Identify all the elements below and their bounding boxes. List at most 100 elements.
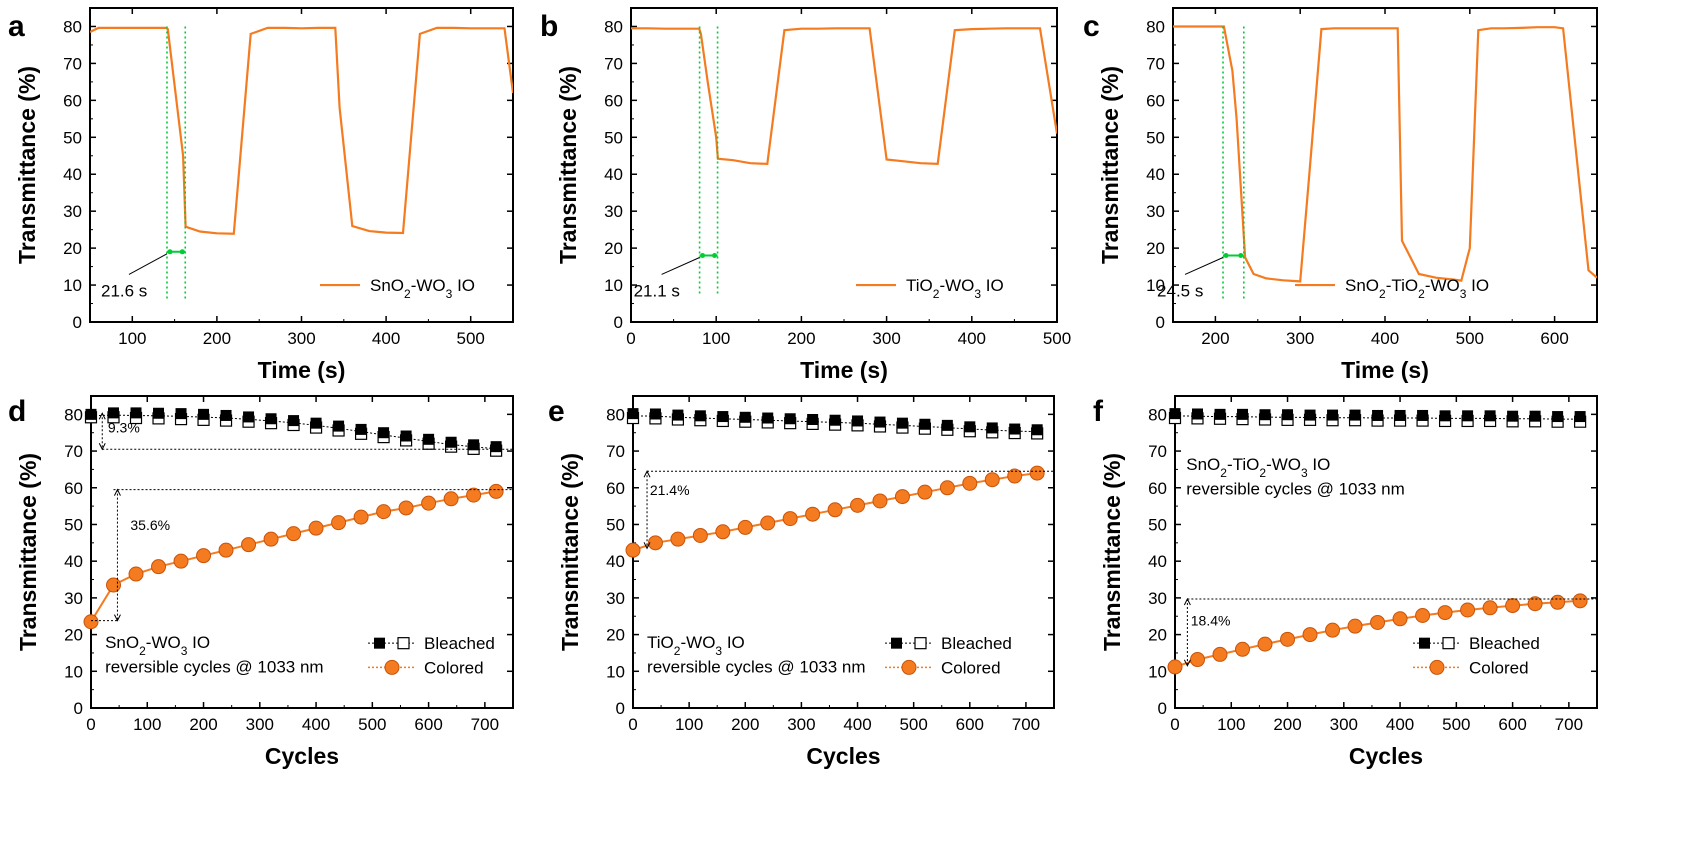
bleached-filled-marker [1484, 410, 1496, 422]
y-axis-label: Transmittance (%) [1097, 66, 1123, 264]
bleached-filled-marker [400, 430, 412, 442]
x-tick-label: 600 [956, 715, 984, 734]
colored-marker [286, 526, 302, 542]
bleached-filled-marker [220, 409, 232, 421]
y-tick-label: 50 [63, 128, 82, 147]
legend-colored-marker [384, 659, 400, 675]
x-tick-label: 200 [1273, 715, 1301, 734]
y-tick-label: 60 [606, 479, 625, 498]
panel-letter-d: d [8, 395, 26, 428]
y-tick-label: 10 [1148, 662, 1167, 681]
y-tick-label: 30 [64, 589, 83, 608]
annotation-label: 21.6 s [101, 281, 147, 300]
legend-colored-marker [1429, 659, 1445, 675]
colored-marker [827, 502, 843, 518]
marker-dot [1238, 253, 1244, 259]
y-tick-label: 50 [1146, 128, 1165, 147]
y-tick-label: 70 [1146, 54, 1165, 73]
x-tick-label: 500 [1442, 715, 1470, 734]
legend-bleached-open [397, 637, 410, 650]
bleached-filled-marker [378, 427, 390, 439]
series-line [90, 26, 513, 235]
colored-marker [331, 515, 347, 531]
bleached-filled-marker [1507, 410, 1519, 422]
colored-marker [939, 480, 955, 496]
bleached-filled-marker [130, 407, 142, 419]
marker-dot [1223, 253, 1229, 259]
colored-marker [962, 475, 978, 491]
y-tick-label: 70 [63, 54, 82, 73]
condition-label: reversible cycles @ 1033 nm [105, 657, 324, 676]
y-axis-label: Transmittance (%) [555, 66, 581, 264]
panel-d: d 0 10 20 30 40 50 60 70 80 0 100 200 300 400 500 600 700… [8, 395, 514, 769]
bleached-filled-marker [175, 408, 187, 420]
colored-marker [106, 577, 122, 593]
arrowhead [643, 470, 651, 478]
colored-marker [917, 484, 933, 500]
y-tick-label: 40 [1148, 552, 1167, 571]
y-tick-label: 50 [64, 515, 83, 534]
colored-marker [1527, 596, 1543, 612]
colored-marker [263, 531, 279, 547]
arrowhead [98, 412, 106, 420]
annotation-label: 35.6% [130, 517, 170, 533]
x-tick-label: 600 [414, 715, 442, 734]
y-tick-label: 70 [606, 442, 625, 461]
colored-marker [1212, 646, 1228, 662]
bleached-filled-marker [288, 415, 300, 427]
bleached-filled-marker [627, 408, 639, 420]
annotation-arrow [1184, 257, 1224, 275]
bleached-filled-marker [964, 421, 976, 433]
colored-marker [1302, 627, 1318, 643]
bleached-filled-marker [1394, 409, 1406, 421]
colored-marker [1460, 602, 1476, 618]
colored-marker [850, 497, 866, 513]
x-tick-label: 300 [287, 329, 315, 348]
colored-marker [692, 527, 708, 543]
colored-marker [737, 519, 753, 535]
sample-label: TiO2-WO3 IO [647, 633, 745, 658]
x-tick-label: 300 [1330, 715, 1358, 734]
annotation-label: 24.5 s [1157, 281, 1203, 300]
colored-marker [670, 531, 686, 547]
bleached-filled-marker [829, 414, 841, 426]
arrowhead [113, 614, 121, 622]
x-tick-label: 100 [118, 329, 146, 348]
colored-marker [1235, 641, 1251, 657]
colored-marker [443, 491, 459, 507]
bleached-filled-marker [1327, 409, 1339, 421]
x-tick-label: 0 [86, 715, 95, 734]
x-tick-label: 400 [372, 329, 400, 348]
y-tick-label: 10 [63, 276, 82, 295]
colored-marker [984, 472, 1000, 488]
colored-marker [1572, 593, 1588, 609]
panel-a: a 0 10 20 30 40 50 60 70 80 100 200 300 400 500 Time (s… [8, 7, 514, 383]
colored-marker [421, 495, 437, 511]
y-axis-label: Transmittance (%) [557, 453, 583, 651]
colored-marker [872, 493, 888, 509]
x-tick-label: 400 [302, 715, 330, 734]
bleached-filled-marker [1417, 409, 1429, 421]
y-tick-label: 10 [64, 662, 83, 681]
y-tick-label: 70 [1148, 442, 1167, 461]
legend-bleached-filled [374, 637, 385, 649]
panel-b: b 0 10 20 30 40 50 60 70 80 0 100 200 300 400 500 Time (… [540, 7, 1071, 383]
bleached-filled-marker [423, 433, 435, 445]
y-tick-label: 30 [604, 202, 623, 221]
colored-marker [398, 500, 414, 516]
y-axis-label: Transmittance (%) [1099, 453, 1125, 651]
y-tick-label: 20 [1146, 239, 1165, 258]
x-tick-label: 100 [702, 329, 730, 348]
colored-marker [218, 542, 234, 558]
x-axis-label: Time (s) [258, 357, 346, 383]
colored-marker [1029, 465, 1045, 481]
x-tick-label: 200 [787, 329, 815, 348]
y-tick-label: 20 [604, 239, 623, 258]
bleached-filled-marker [198, 408, 210, 420]
legend-colored-marker [901, 659, 917, 675]
panel-letter-a: a [8, 10, 25, 43]
y-axis-label: Transmittance (%) [15, 453, 41, 651]
panel-letter-e: e [548, 395, 565, 428]
bleached-filled-marker [919, 418, 931, 430]
legend-bleached-filled [891, 637, 902, 649]
